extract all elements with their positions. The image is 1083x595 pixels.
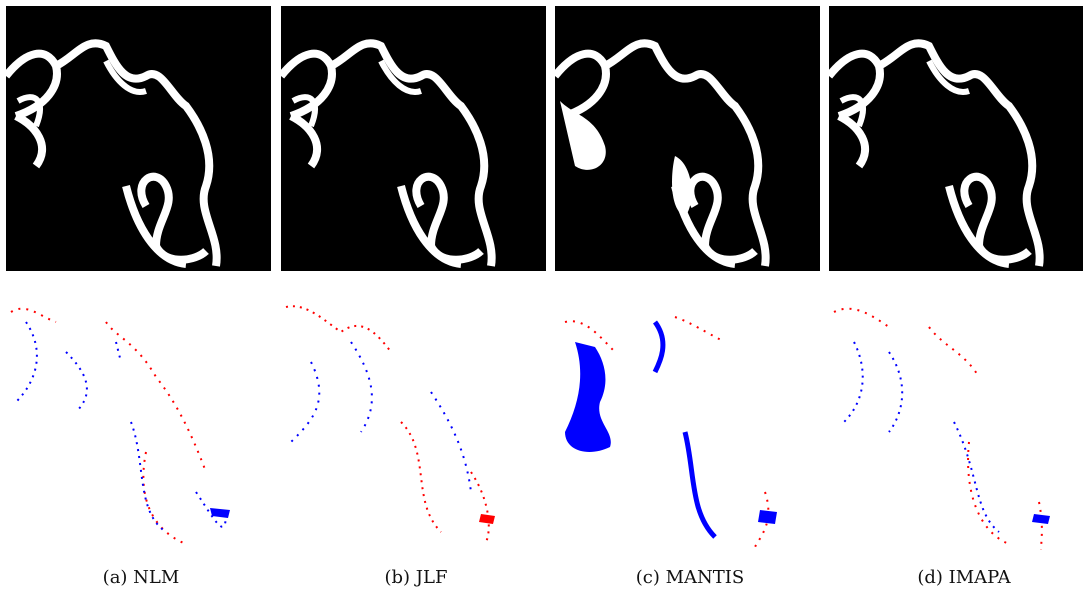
segmentation-panel-mantis xyxy=(555,6,820,271)
caption-jlf: (b) JLF xyxy=(384,567,448,588)
error-map-jlf xyxy=(285,305,495,543)
segmentation-image-mantis xyxy=(555,39,770,268)
error-map-panel-jlf xyxy=(281,282,546,552)
error-map-panel-mantis xyxy=(555,282,820,552)
error-map-mantis xyxy=(564,316,777,548)
caption-imapa: (d) IMAPA xyxy=(917,567,1011,588)
segmentation-panel-nlm xyxy=(6,6,271,271)
segmentation-image-jlf xyxy=(281,39,496,268)
error-map-panel-imapa xyxy=(829,282,1083,552)
error-map-panel-nlm xyxy=(6,282,271,552)
segmentation-image-nlm xyxy=(6,39,221,268)
error-map-nlm xyxy=(10,307,230,545)
segmentation-panel-jlf xyxy=(281,6,546,271)
caption-nlm: (a) NLM xyxy=(102,567,180,588)
segmentation-image-imapa xyxy=(829,39,1044,268)
error-map-imapa xyxy=(833,307,1050,551)
segmentation-panel-imapa xyxy=(829,6,1083,271)
caption-mantis: (c) MANTIS xyxy=(635,567,745,588)
